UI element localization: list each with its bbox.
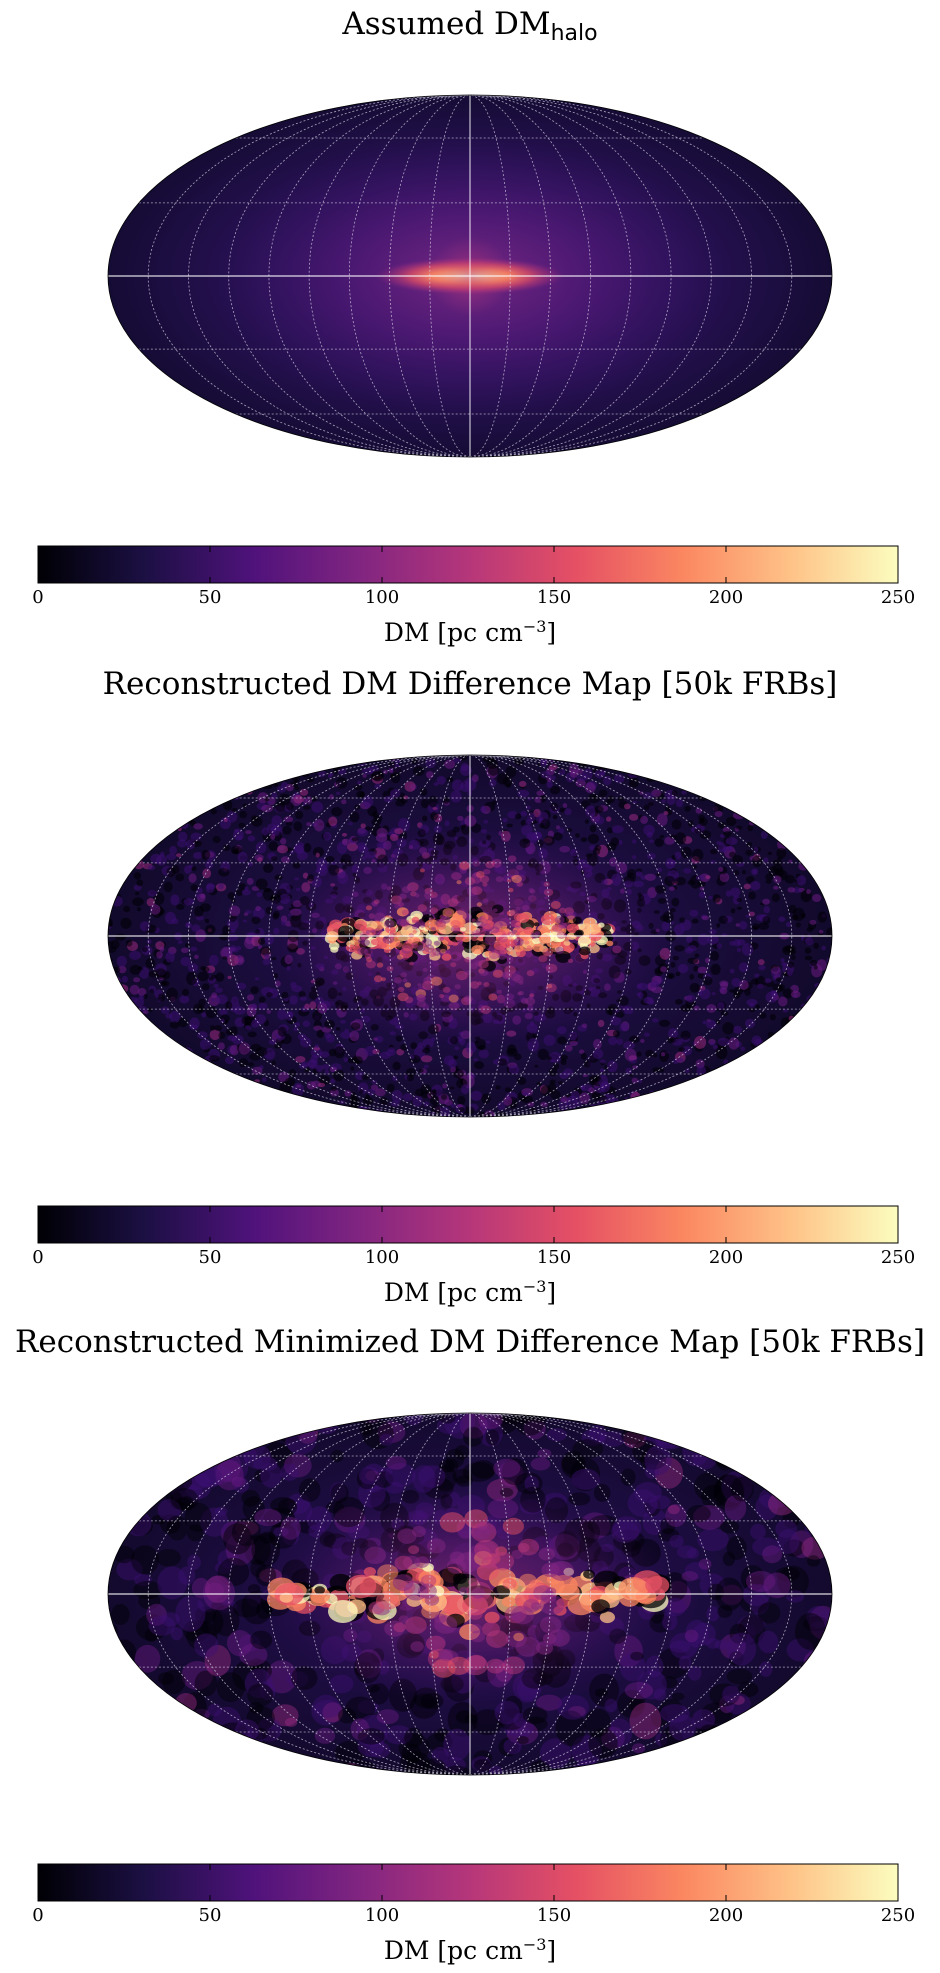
map-title: Reconstructed DM Difference Map [50k FRB…: [102, 666, 838, 702]
colorbar-label: DM [pc cm−3]: [0, 1272, 940, 1308]
colorbar-tick-label: 250: [881, 1247, 915, 1268]
colorbar-tick-label: 0: [32, 1247, 43, 1268]
colorbar: 0 50 100 150 200 250: [32, 1205, 915, 1268]
colorbar-tick-label: 200: [709, 1247, 743, 1268]
panel-reconstructed-dm-difference: Reconstructed DM Difference Map [50k FRB…: [0, 650, 940, 1310]
colorbar-gradient: [37, 545, 899, 584]
colorbar-gradient: [37, 1205, 899, 1244]
sky-map-mollweide: [107, 1412, 833, 1776]
colorbar-label-text: DM [pc cm: [383, 1278, 523, 1307]
map-title: Assumed DMhalo: [0, 6, 940, 52]
colorbar-label-end: ]: [546, 618, 557, 647]
colorbar-label-end: ]: [546, 1936, 557, 1965]
colorbar-tick-label: 0: [32, 587, 43, 608]
map-title-main: Assumed DM: [342, 6, 551, 42]
map-border: [107, 754, 833, 1118]
colorbar-tick-label: 200: [709, 1905, 743, 1926]
colorbar-tick-label: 150: [537, 1247, 571, 1268]
colorbar-label-exponent: −3: [522, 617, 547, 636]
colorbar-label-exponent: −3: [522, 1935, 547, 1954]
colorbar-tick-label: 150: [537, 1905, 571, 1926]
colorbar-tick-label: 100: [365, 587, 399, 608]
map-title: Reconstructed Minimized DM Difference Ma…: [15, 1324, 925, 1360]
map-title-subscript: halo: [550, 21, 598, 46]
colorbar-tick-label: 150: [537, 587, 571, 608]
colorbar-tick-label: 100: [365, 1247, 399, 1268]
panel-assumed-dm-halo: Assumed DMhalo 0 50 100 150 200 250 DM [pc cm…: [0, 0, 940, 650]
sky-map-mollweide: [107, 94, 833, 458]
colorbar-label-text: DM [pc cm: [383, 1936, 523, 1965]
colorbar-tick-label: 200: [709, 587, 743, 608]
bulge-features: [357, 860, 576, 1014]
colorbar-label-text: DM [pc cm: [383, 618, 523, 647]
colorbar-tick-label: 50: [199, 1247, 222, 1268]
colorbar-tick-label: 50: [199, 1905, 222, 1926]
colorbar-tick-label: 250: [881, 1905, 915, 1926]
colorbar-label: DM [pc cm−3]: [0, 1930, 940, 1966]
panel-reconstructed-minimized-dm-difference: Reconstructed Minimized DM Difference Ma…: [0, 1310, 940, 1973]
colorbar-tick-label: 100: [365, 1905, 399, 1926]
colorbar: 0 50 100 150 200 250: [32, 545, 915, 608]
colorbar-tick-label: 50: [199, 587, 222, 608]
colorbar-label: DM [pc cm−3]: [0, 612, 940, 648]
colorbar-label-end: ]: [546, 1278, 557, 1307]
map-border: [107, 1412, 833, 1776]
colorbar-tick-label: 0: [32, 1905, 43, 1926]
sky-map-mollweide: [107, 754, 833, 1118]
colorbar-label-exponent: −3: [522, 1277, 547, 1296]
colorbar-gradient: [37, 1863, 899, 1902]
colorbar: 0 50 100 150 200 250: [32, 1863, 915, 1926]
colorbar-tick-label: 250: [881, 587, 915, 608]
map-border: [107, 94, 833, 458]
bulge-features: [359, 1509, 574, 1678]
